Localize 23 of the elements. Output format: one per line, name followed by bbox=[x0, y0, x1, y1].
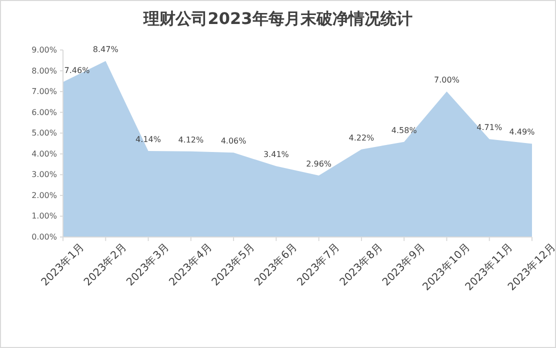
data-label: 4.49% bbox=[509, 128, 536, 137]
data-label: 4.12% bbox=[178, 135, 204, 144]
data-label: 7.00% bbox=[434, 76, 460, 85]
y-tick-label: 3.00% bbox=[32, 170, 58, 180]
data-label: 2.96% bbox=[306, 160, 332, 168]
y-tick-label: 5.00% bbox=[32, 128, 58, 138]
y-tick-label: 2.00% bbox=[32, 190, 58, 200]
y-tick-label: 0.00% bbox=[32, 232, 58, 242]
y-tick-label: 9.00% bbox=[32, 46, 58, 54]
y-tick-label: 6.00% bbox=[32, 108, 58, 117]
data-label: 3.41% bbox=[263, 150, 290, 160]
data-label: 4.58% bbox=[391, 126, 418, 135]
chart-title: 理财公司2023年每月末破净情况统计 bbox=[142, 9, 412, 28]
y-tick-label: 7.00% bbox=[32, 87, 58, 96]
data-label: 4.14% bbox=[136, 134, 162, 144]
y-tick-label: 4.00% bbox=[32, 149, 58, 158]
data-label: 7.46% bbox=[64, 66, 90, 75]
y-tick-label: 1.00% bbox=[32, 212, 58, 221]
data-label: 4.71% bbox=[476, 123, 502, 132]
data-label: 4.22% bbox=[348, 133, 375, 142]
y-tick-label: 8.00% bbox=[32, 66, 58, 76]
data-label: 4.06% bbox=[220, 136, 247, 146]
data-label: 8.47% bbox=[92, 45, 119, 54]
